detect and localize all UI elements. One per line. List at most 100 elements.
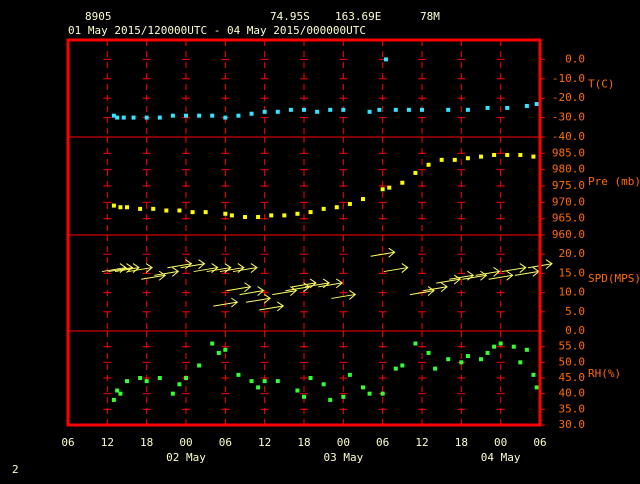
frame <box>66 38 542 427</box>
point <box>249 111 254 116</box>
point <box>446 107 451 112</box>
point <box>295 211 300 216</box>
point <box>138 376 143 380</box>
point <box>262 109 267 114</box>
point <box>118 391 123 396</box>
point <box>223 115 228 120</box>
point <box>249 379 254 384</box>
point <box>531 372 536 377</box>
wind-arrow <box>167 259 193 270</box>
point <box>420 107 424 112</box>
point <box>518 360 523 365</box>
point <box>177 208 182 213</box>
wind-arrow <box>409 286 435 296</box>
point <box>465 354 470 359</box>
y-tick-label: -40.0 <box>552 130 585 143</box>
point <box>236 372 241 377</box>
period: 01 May 2015/120000UTC - 04 May 2015/0000… <box>68 24 366 37</box>
elevation: 78M <box>420 10 440 23</box>
point <box>505 152 510 157</box>
point <box>446 357 451 362</box>
point <box>328 397 333 402</box>
wind-arrow <box>232 263 258 273</box>
point <box>505 105 510 110</box>
wind-arrow <box>462 270 488 281</box>
point <box>236 113 241 118</box>
point <box>111 397 116 402</box>
point <box>518 152 523 157</box>
point <box>282 213 287 218</box>
wind-arrow <box>423 282 448 293</box>
y-axis-label: T(C) <box>588 78 615 91</box>
point <box>439 157 444 162</box>
point <box>387 185 392 190</box>
point <box>400 180 405 185</box>
point <box>295 388 300 393</box>
y-tick-label: 15.0 <box>559 266 586 279</box>
x-tick-label: 06 <box>219 436 232 449</box>
y-tick-label: 10.0 <box>559 286 586 299</box>
point <box>433 366 438 371</box>
point <box>308 210 313 215</box>
point <box>125 379 129 384</box>
wind-arrow <box>154 266 180 277</box>
point <box>377 107 382 112</box>
point <box>465 156 470 161</box>
wind-arrow <box>141 270 167 281</box>
y-tick-label: 40.0 <box>559 387 586 400</box>
point <box>308 376 313 380</box>
point <box>492 344 497 349</box>
wind-arrow <box>219 263 245 273</box>
point <box>210 113 215 118</box>
wind-arrow <box>305 278 330 289</box>
point <box>524 347 529 352</box>
y-tick-label: 5.0 <box>565 305 585 318</box>
point <box>321 206 326 211</box>
y-tick-label: 980.0 <box>552 163 585 176</box>
point <box>452 157 457 162</box>
point <box>216 350 221 355</box>
point <box>275 109 280 114</box>
point <box>361 385 365 390</box>
station-id: 8905 <box>85 10 112 23</box>
point <box>115 388 120 393</box>
y-tick-label: 960.0 <box>552 228 585 241</box>
wind-arrow <box>488 270 514 281</box>
point <box>269 213 274 218</box>
wind-arrow <box>239 286 265 296</box>
x-tick-label: 06 <box>376 436 389 449</box>
point <box>393 107 398 112</box>
point <box>170 391 175 396</box>
point <box>492 152 497 157</box>
point <box>485 350 490 355</box>
wind-arrow <box>475 266 501 277</box>
x-tick-label: 00 <box>337 436 350 449</box>
x-tick-label: 06 <box>533 436 546 449</box>
longitude: 163.69E <box>335 10 381 23</box>
point <box>144 379 149 384</box>
point <box>190 210 195 215</box>
point <box>203 210 208 215</box>
point <box>380 391 385 396</box>
wind-arrow <box>108 263 134 273</box>
point <box>223 347 228 352</box>
point <box>197 363 202 368</box>
point <box>177 382 182 387</box>
x-tick-label: 18 <box>140 436 153 449</box>
point <box>243 215 247 220</box>
x-tick-label: 00 <box>179 436 192 449</box>
y-tick-label: 45.0 <box>559 371 586 384</box>
wind-arrow <box>501 263 527 273</box>
point <box>256 215 261 220</box>
point <box>524 103 529 108</box>
wind-arrow <box>272 286 298 296</box>
point <box>367 109 372 114</box>
point <box>302 394 306 399</box>
wind-arrow <box>226 282 252 293</box>
point <box>262 379 267 384</box>
y-axis-label: SPD(MPS) <box>588 272 640 285</box>
point <box>111 203 116 208</box>
point <box>164 208 169 213</box>
